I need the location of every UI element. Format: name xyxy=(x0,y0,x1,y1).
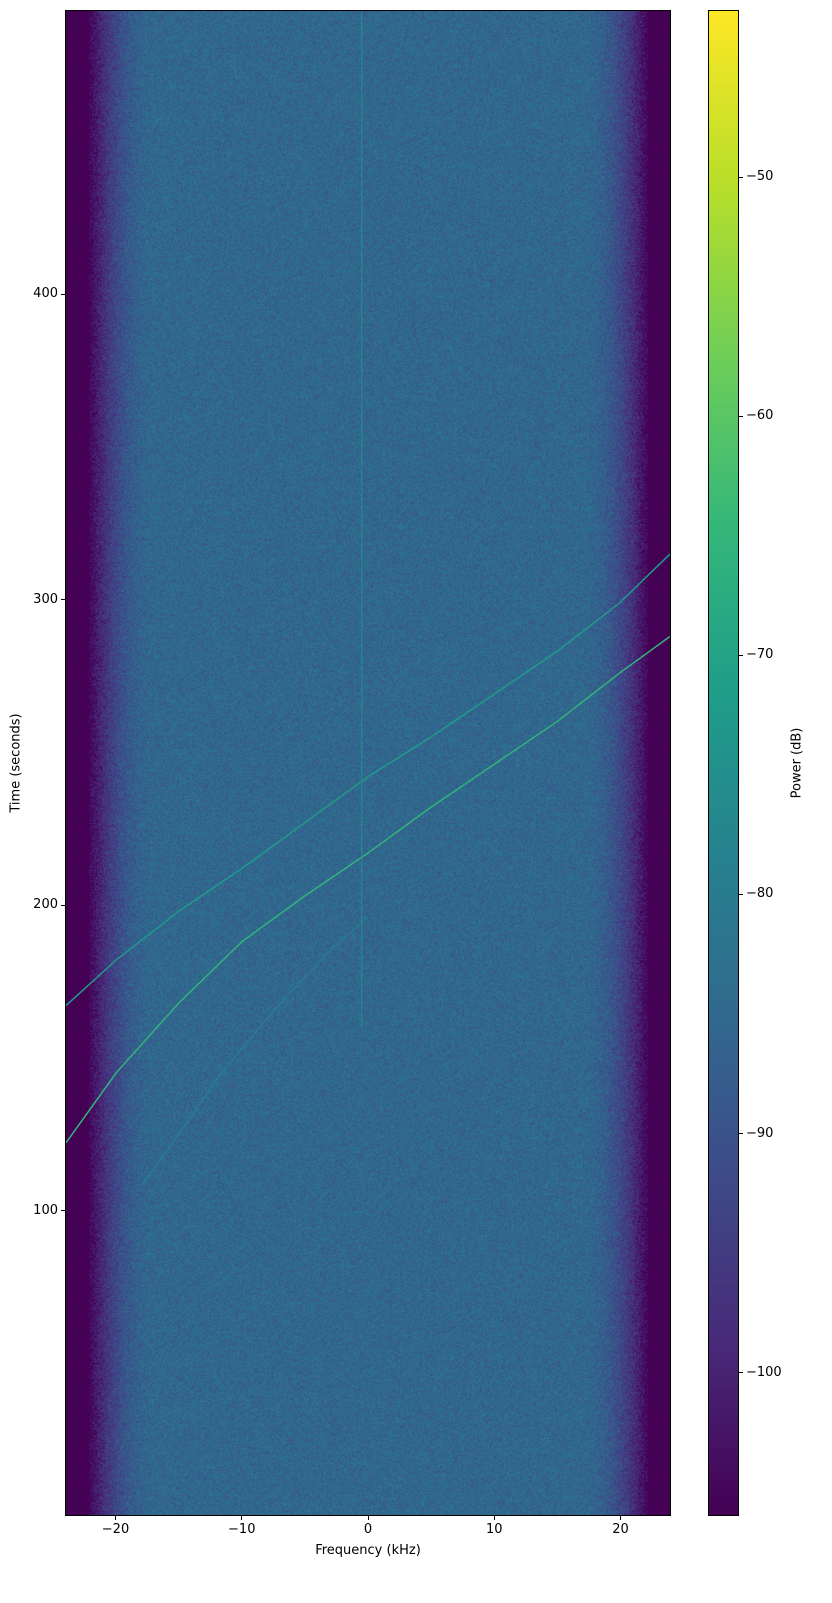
x-tick-label: 0 xyxy=(364,1522,372,1537)
x-axis-label: Frequency (kHz) xyxy=(315,1543,421,1558)
y-tick-mark xyxy=(61,294,65,295)
x-tick-mark xyxy=(494,1516,495,1520)
colorbar-tick-label: −60 xyxy=(746,408,773,423)
x-tick-label: −10 xyxy=(228,1522,255,1537)
colorbar-label: Power (dB) xyxy=(790,728,805,799)
y-tick-mark xyxy=(61,599,65,600)
faint-chirp-trace xyxy=(142,917,369,1185)
x-tick-label: −20 xyxy=(102,1522,129,1537)
y-axis-label: Time (seconds) xyxy=(9,713,24,812)
y-tick-label: 200 xyxy=(33,897,58,912)
y-tick-label: 300 xyxy=(33,592,58,607)
colorbar-tick-mark xyxy=(739,655,743,656)
y-tick-mark xyxy=(61,905,65,906)
colorbar-tick-mark xyxy=(739,1372,743,1373)
colorbar-tick-label: −100 xyxy=(746,1365,782,1380)
colorbar-tick-label: −90 xyxy=(746,1126,773,1141)
colorbar-tick-mark xyxy=(739,177,743,178)
colorbar-tick-label: −50 xyxy=(746,169,773,184)
x-tick-mark xyxy=(620,1516,621,1520)
spectrogram-traces xyxy=(66,11,670,1515)
colorbar-tick-label: −70 xyxy=(746,647,773,662)
x-tick-label: 20 xyxy=(612,1522,629,1537)
spectrogram-plot-area xyxy=(65,10,671,1516)
y-tick-mark xyxy=(61,1210,65,1211)
colorbar-tick-mark xyxy=(739,894,743,895)
secondary-chirp-trace xyxy=(66,554,670,1006)
colorbar-tick-mark xyxy=(739,416,743,417)
colorbar-tick-mark xyxy=(739,1133,743,1134)
y-tick-label: 400 xyxy=(33,286,58,301)
x-tick-mark xyxy=(368,1516,369,1520)
x-tick-mark xyxy=(241,1516,242,1520)
colorbar-tick-label: −80 xyxy=(746,886,773,901)
x-tick-mark xyxy=(115,1516,116,1520)
colorbar xyxy=(708,10,739,1516)
y-tick-label: 100 xyxy=(33,1203,58,1218)
main-chirp-trace xyxy=(66,636,670,1142)
x-tick-label: 10 xyxy=(486,1522,503,1537)
